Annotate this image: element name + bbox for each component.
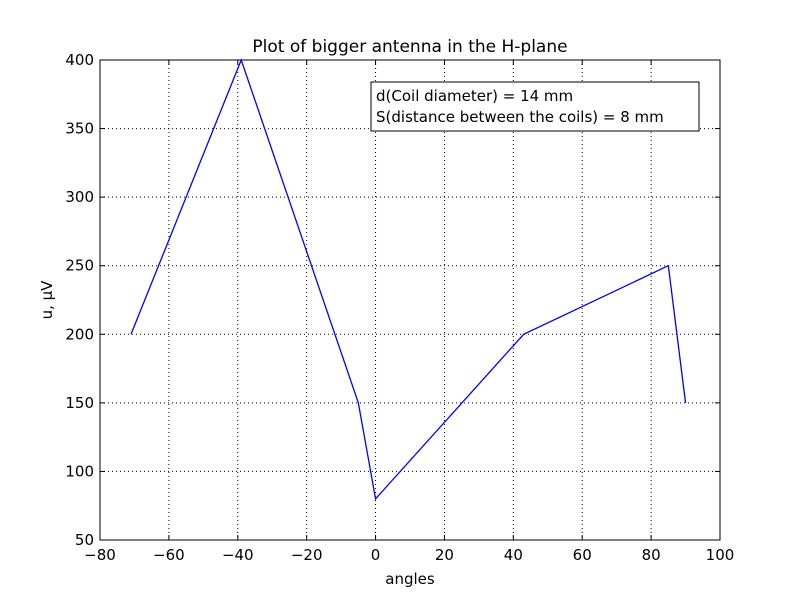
x-tick-label: −40	[222, 546, 254, 564]
annotation-line-2: S(distance between the coils) = 8 mm	[376, 108, 664, 126]
x-tick-label: 80	[642, 546, 661, 564]
x-tick-label: −20	[291, 546, 323, 564]
y-tick-label: 250	[65, 257, 94, 275]
y-tick-label: 200	[65, 325, 94, 343]
y-tick-label: 350	[65, 120, 94, 138]
y-tick-label: 100	[65, 462, 94, 480]
x-tick-label: 0	[371, 546, 381, 564]
x-tick-label: 100	[706, 546, 735, 564]
y-tick-label: 300	[65, 188, 94, 206]
y-tick-label: 150	[65, 394, 94, 412]
y-axis: 50 100 150 200 250 300 350 400	[65, 51, 720, 549]
y-axis-label: u, μV	[38, 280, 56, 320]
x-tick-label: −60	[153, 546, 185, 564]
x-tick-label: 40	[504, 546, 523, 564]
y-tick-label: 400	[65, 51, 94, 69]
y-tick-label: 50	[75, 531, 94, 549]
annotation-box: d(Coil diameter) = 14 mm S(distance betw…	[370, 81, 700, 132]
x-tick-label: 60	[573, 546, 592, 564]
annotation-line-1: d(Coil diameter) = 14 mm	[376, 87, 573, 105]
x-tick-label: −80	[84, 546, 116, 564]
x-axis: −80 −60 −40 −20 0 20 40 60 80 100	[84, 60, 734, 564]
plot-area-frame	[99, 59, 721, 541]
chart-title: Plot of bigger antenna in the H-plane	[252, 37, 567, 57]
annotation-frame	[370, 81, 700, 132]
x-tick-label: 20	[435, 546, 454, 564]
x-axis-label: angles	[385, 570, 435, 588]
